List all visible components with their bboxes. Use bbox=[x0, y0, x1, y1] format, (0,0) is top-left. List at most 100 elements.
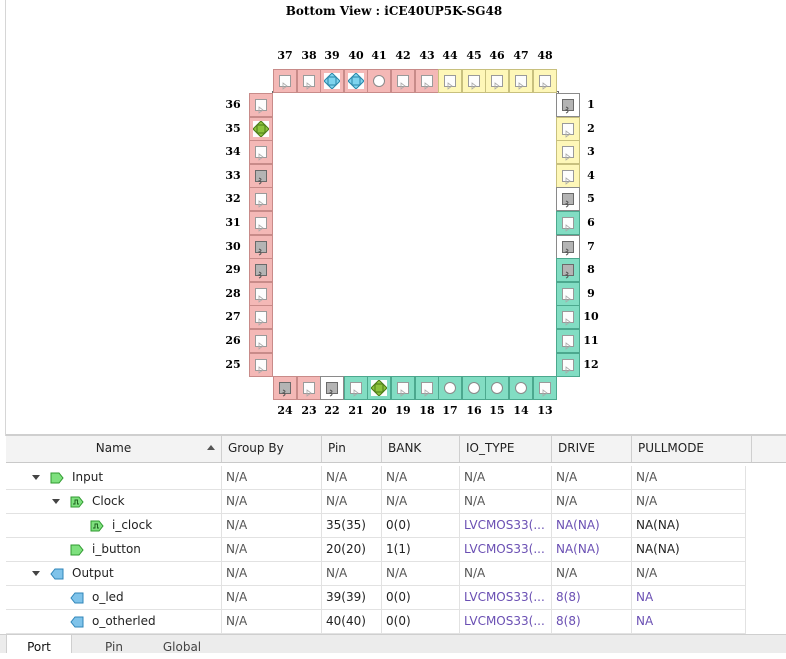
pull-cell[interactable]: N/A bbox=[632, 466, 746, 489]
column-header-bank[interactable]: BANK bbox=[382, 436, 460, 462]
column-header-group-by[interactable]: Group By bbox=[222, 436, 322, 462]
pull-cell[interactable]: NA bbox=[632, 610, 746, 633]
pin-2[interactable] bbox=[556, 117, 580, 141]
pin-25[interactable] bbox=[249, 353, 273, 377]
pin-cell[interactable]: 35(35) bbox=[322, 514, 382, 537]
tree-collapse-icon[interactable] bbox=[32, 571, 40, 576]
pin-13[interactable] bbox=[533, 376, 557, 400]
pin-12[interactable] bbox=[556, 353, 580, 377]
pin-46[interactable] bbox=[485, 69, 509, 93]
pin-39[interactable] bbox=[320, 69, 344, 93]
bank-cell[interactable]: 0(0) bbox=[382, 586, 460, 609]
pin-26[interactable] bbox=[249, 329, 273, 353]
pull-cell[interactable]: N/A bbox=[632, 562, 746, 585]
io-type-cell[interactable]: N/A bbox=[460, 562, 552, 585]
pin-22[interactable] bbox=[320, 376, 344, 400]
pin-cell[interactable]: 39(39) bbox=[322, 586, 382, 609]
drive-cell[interactable]: 8(8) bbox=[552, 586, 632, 609]
drive-cell[interactable]: NA(NA) bbox=[552, 538, 632, 561]
pin-20[interactable] bbox=[367, 376, 391, 400]
table-row[interactable]: i_clock N/A 35(35) 0(0) LVCMOS33(... NA(NA) NA… bbox=[6, 514, 746, 538]
io-type-cell[interactable]: LVCMOS33(... bbox=[460, 538, 552, 561]
pin-4[interactable] bbox=[556, 164, 580, 188]
table-row[interactable]: i_button N/A 20(20) 1(1) LVCMOS33(... NA(NA) N… bbox=[6, 538, 746, 562]
tree-collapse-icon[interactable] bbox=[32, 475, 40, 480]
io-type-cell[interactable]: LVCMOS33(... bbox=[460, 610, 552, 633]
pin-14[interactable] bbox=[509, 376, 533, 400]
pin-24[interactable] bbox=[273, 376, 297, 400]
pin-18[interactable] bbox=[415, 376, 439, 400]
group-cell[interactable]: N/A bbox=[222, 514, 322, 537]
pin-cell[interactable]: N/A bbox=[322, 562, 382, 585]
pin-cell[interactable]: 20(20) bbox=[322, 538, 382, 561]
tree-collapse-icon[interactable] bbox=[52, 499, 60, 504]
drive-cell[interactable]: NA(NA) bbox=[552, 514, 632, 537]
bank-cell[interactable]: N/A bbox=[382, 562, 460, 585]
pin-36[interactable] bbox=[249, 93, 273, 117]
group-cell[interactable]: N/A bbox=[222, 586, 322, 609]
group-cell[interactable]: N/A bbox=[222, 562, 322, 585]
pin-38[interactable] bbox=[297, 69, 321, 93]
group-cell[interactable]: N/A bbox=[222, 490, 322, 513]
io-type-cell[interactable]: LVCMOS33(... bbox=[460, 586, 552, 609]
pin-7[interactable] bbox=[556, 235, 580, 259]
pin-35[interactable] bbox=[249, 117, 273, 141]
pin-cell[interactable]: N/A bbox=[322, 490, 382, 513]
pin-42[interactable] bbox=[391, 69, 415, 93]
bank-cell[interactable]: N/A bbox=[382, 490, 460, 513]
pin-47[interactable] bbox=[509, 69, 533, 93]
pin-23[interactable] bbox=[297, 376, 321, 400]
bank-cell[interactable]: 0(0) bbox=[382, 610, 460, 633]
pull-cell[interactable]: NA(NA) bbox=[632, 538, 746, 561]
pin-15[interactable] bbox=[485, 376, 509, 400]
column-header-drive[interactable]: DRIVE bbox=[552, 436, 632, 462]
bank-cell[interactable]: N/A bbox=[382, 466, 460, 489]
pin-9[interactable] bbox=[556, 282, 580, 306]
pin-34[interactable] bbox=[249, 140, 273, 164]
pin-19[interactable] bbox=[391, 376, 415, 400]
drive-cell[interactable]: 8(8) bbox=[552, 610, 632, 633]
pin-32[interactable] bbox=[249, 187, 273, 211]
table-row[interactable]: Output N/A N/A N/A N/A N/A N/A bbox=[6, 562, 746, 586]
pin-48[interactable] bbox=[533, 69, 557, 93]
column-header-name[interactable]: Name bbox=[6, 436, 222, 462]
pin-11[interactable] bbox=[556, 329, 580, 353]
pin-44[interactable] bbox=[438, 69, 462, 93]
pin-33[interactable] bbox=[249, 164, 273, 188]
column-header-pullmode[interactable]: PULLMODE bbox=[632, 436, 752, 462]
sort-ascending-icon[interactable] bbox=[207, 445, 215, 450]
pin-5[interactable] bbox=[556, 187, 580, 211]
column-header-io-type[interactable]: IO_TYPE bbox=[460, 436, 552, 462]
pin-cell[interactable]: 40(40) bbox=[322, 610, 382, 633]
group-cell[interactable]: N/A bbox=[222, 538, 322, 561]
table-row[interactable]: Input N/A N/A N/A N/A N/A N/A bbox=[6, 466, 746, 490]
pin-8[interactable] bbox=[556, 258, 580, 282]
column-header-pin[interactable]: Pin bbox=[322, 436, 382, 462]
pull-cell[interactable]: NA bbox=[632, 586, 746, 609]
tab-global[interactable]: Global bbox=[162, 640, 202, 654]
panel-splitter[interactable] bbox=[6, 434, 786, 436]
bank-cell[interactable]: 0(0) bbox=[382, 514, 460, 537]
table-row[interactable]: o_led N/A 39(39) 0(0) LVCMOS33(... 8(8) NA bbox=[6, 586, 746, 610]
io-type-cell[interactable]: LVCMOS33(... bbox=[460, 514, 552, 537]
drive-cell[interactable]: N/A bbox=[552, 466, 632, 489]
io-type-cell[interactable]: N/A bbox=[460, 490, 552, 513]
table-row[interactable]: Clock N/A N/A N/A N/A N/A N/A bbox=[6, 490, 746, 514]
pin-cell[interactable]: N/A bbox=[322, 466, 382, 489]
pin-37[interactable] bbox=[273, 69, 297, 93]
pin-31[interactable] bbox=[249, 211, 273, 235]
pin-27[interactable] bbox=[249, 305, 273, 329]
pull-cell[interactable]: NA(NA) bbox=[632, 514, 746, 537]
group-cell[interactable]: N/A bbox=[222, 610, 322, 633]
pin-16[interactable] bbox=[462, 376, 486, 400]
tab-port[interactable]: Port bbox=[6, 635, 72, 654]
pin-21[interactable] bbox=[344, 376, 368, 400]
group-cell[interactable]: N/A bbox=[222, 466, 322, 489]
drive-cell[interactable]: N/A bbox=[552, 562, 632, 585]
io-type-cell[interactable]: N/A bbox=[460, 466, 552, 489]
pin-28[interactable] bbox=[249, 282, 273, 306]
pin-30[interactable] bbox=[249, 235, 273, 259]
pin-17[interactable] bbox=[438, 376, 462, 400]
pin-43[interactable] bbox=[415, 69, 439, 93]
tab-pin[interactable]: Pin bbox=[105, 640, 123, 654]
